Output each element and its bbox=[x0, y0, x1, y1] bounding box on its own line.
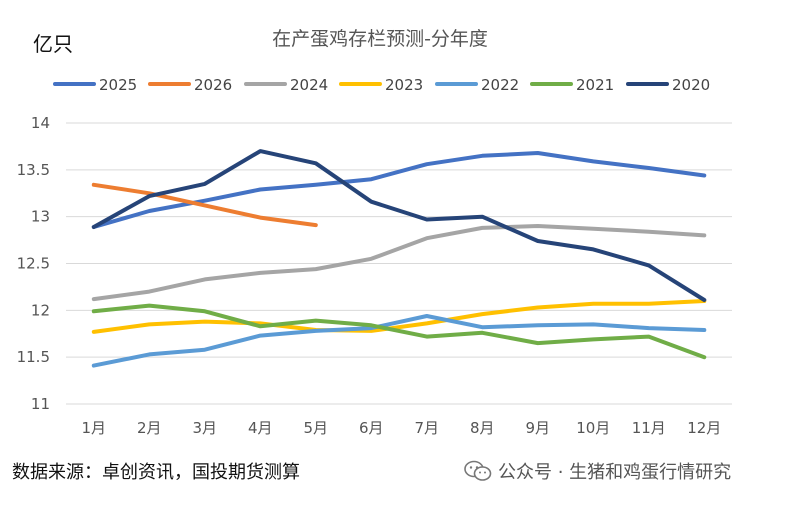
y-tick-label: 13.5 bbox=[17, 161, 50, 179]
x-tick-label: 10月 bbox=[576, 419, 610, 437]
x-tick-label: 9月 bbox=[525, 419, 550, 437]
y-tick-label: 14 bbox=[31, 114, 50, 132]
x-tick-label: 3月 bbox=[192, 419, 217, 437]
legend-label-2026: 2026 bbox=[194, 76, 232, 94]
y-tick-label: 12 bbox=[31, 301, 50, 319]
series-line-2023 bbox=[91, 299, 707, 334]
watermark: 公众号 · 生猪和鸡蛋行情研究 bbox=[464, 458, 731, 484]
x-tick-label: 12月 bbox=[687, 419, 721, 437]
y-axis-unit: 亿只 bbox=[33, 32, 73, 56]
y-tick-label: 11.5 bbox=[17, 348, 50, 366]
data-source-note: 数据来源：卓创资讯，国投期货测算 bbox=[12, 462, 300, 483]
series-line-2020 bbox=[91, 149, 707, 302]
x-tick-label: 7月 bbox=[414, 419, 439, 437]
x-tick-label: 2月 bbox=[137, 419, 162, 437]
x-tick-label: 1月 bbox=[81, 419, 106, 437]
legend-label-2021: 2021 bbox=[576, 76, 614, 94]
legend-label-2023: 2023 bbox=[385, 76, 423, 94]
x-tick-label: 5月 bbox=[303, 419, 328, 437]
legend: 2025 2026 2024 2023 2022 2021 2020 bbox=[53, 76, 710, 94]
x-tick-label: 11月 bbox=[632, 419, 666, 437]
y-tick-label: 11 bbox=[31, 395, 50, 413]
watermark-text: 公众号 · 生猪和鸡蛋行情研究 bbox=[498, 462, 732, 483]
x-tick-label: 4月 bbox=[248, 419, 273, 437]
series-line-2024 bbox=[91, 224, 707, 302]
legend-label-2022: 2022 bbox=[481, 76, 519, 94]
legend-label-2025: 2025 bbox=[99, 76, 137, 94]
series-line-2026 bbox=[91, 182, 318, 228]
series-line-2022 bbox=[91, 314, 707, 368]
x-tick-label: 6月 bbox=[359, 419, 384, 437]
y-tick-label: 12.5 bbox=[17, 255, 50, 273]
legend-label-2024: 2024 bbox=[290, 76, 328, 94]
wechat-icon bbox=[464, 460, 492, 481]
y-tick-label: 13 bbox=[31, 208, 50, 226]
y-axis-ticks: 14 13.5 13 12.5 12 11.5 11 bbox=[17, 114, 50, 413]
series-line-2021 bbox=[91, 303, 707, 360]
x-tick-label: 8月 bbox=[470, 419, 495, 437]
x-axis-ticks: 1月 2月 3月 4月 5月 6月 7月 8月 9月 10月 11月 12月 bbox=[81, 419, 721, 437]
chart-title: 在产蛋鸡存栏预测-分年度 bbox=[272, 28, 488, 50]
legend-label-2020: 2020 bbox=[672, 76, 710, 94]
series-lines bbox=[91, 149, 707, 368]
